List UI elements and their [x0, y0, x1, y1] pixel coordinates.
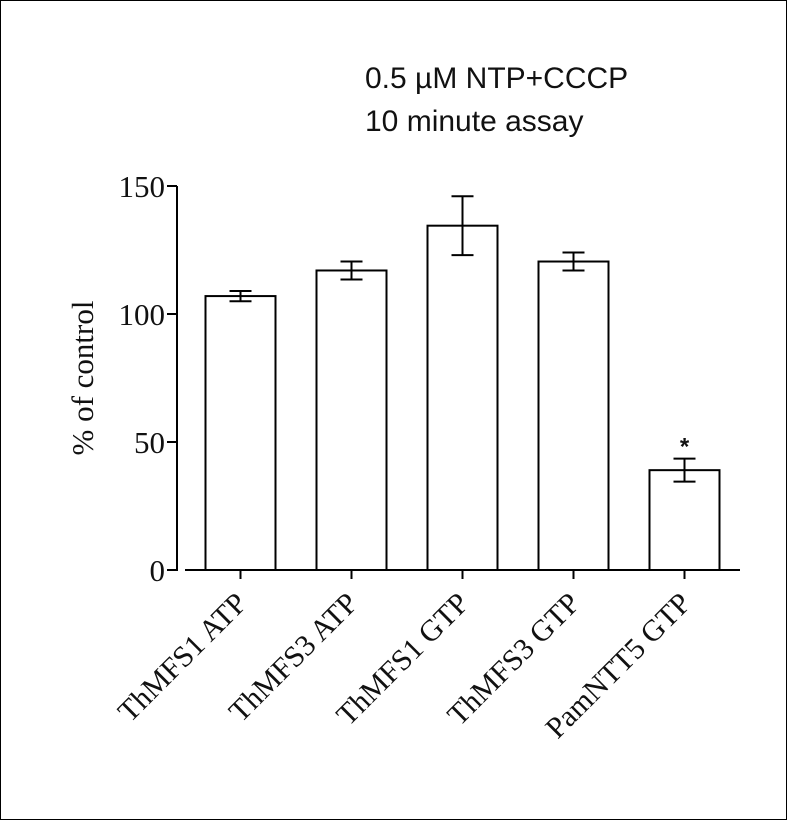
- bar-4: [537, 260, 610, 571]
- bar-1: [204, 295, 277, 571]
- bars: *: [204, 195, 721, 579]
- bar-5: [648, 469, 721, 571]
- chart-title-line-1: 0.5 µM NTP+CCCP: [365, 62, 628, 95]
- significance-marker-5: *: [680, 434, 690, 461]
- y-tick-label-50: 50: [134, 425, 165, 460]
- bar-2: [315, 269, 388, 571]
- chart-title: 0.5 µM NTP+CCCP 10 minute assay: [365, 62, 628, 138]
- y-axis-label: % of control: [65, 301, 100, 456]
- axes: 0 50 100 150 % of control: [65, 169, 740, 588]
- y-tick-label-0: 0: [150, 553, 166, 588]
- y-tick-label-150: 150: [119, 169, 166, 204]
- bar-3: [426, 224, 499, 571]
- y-tick-label-100: 100: [119, 297, 166, 332]
- chart-title-line-2: 10 minute assay: [365, 105, 583, 138]
